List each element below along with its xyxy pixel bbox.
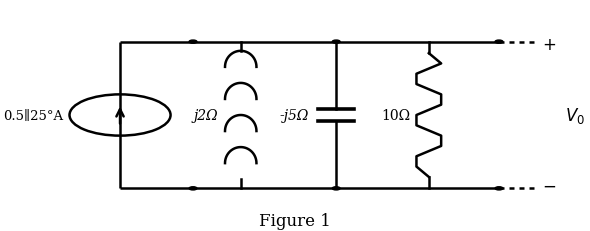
Circle shape (189, 187, 197, 190)
Circle shape (495, 187, 503, 190)
Text: −: − (542, 177, 556, 195)
Circle shape (332, 41, 340, 44)
Text: +: + (542, 36, 556, 54)
Text: $V_0$: $V_0$ (565, 106, 585, 125)
Text: j2Ω: j2Ω (194, 109, 218, 122)
Circle shape (332, 187, 340, 190)
Text: -j5Ω: -j5Ω (280, 109, 309, 122)
Text: Figure 1: Figure 1 (259, 212, 331, 229)
Circle shape (189, 41, 197, 44)
Text: 0.5∥25°A: 0.5∥25°A (3, 109, 63, 122)
Circle shape (495, 41, 503, 44)
Text: 10Ω: 10Ω (382, 109, 411, 122)
